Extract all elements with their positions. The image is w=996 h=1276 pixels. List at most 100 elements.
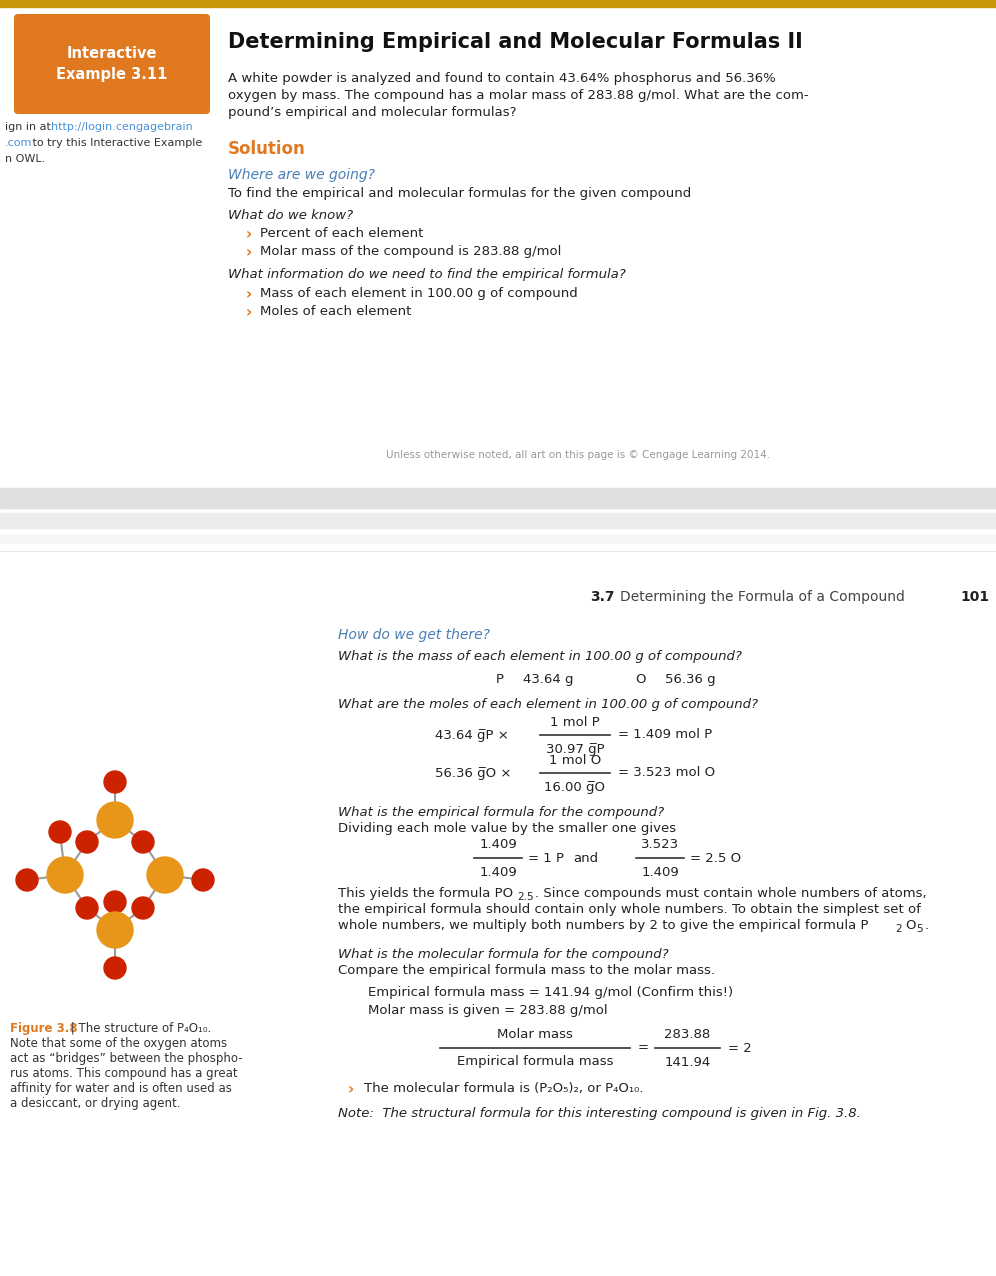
Circle shape <box>76 897 98 919</box>
Text: 1.409: 1.409 <box>479 865 517 878</box>
Text: 3.7: 3.7 <box>590 590 615 604</box>
Circle shape <box>47 857 83 893</box>
Text: ›: › <box>246 287 252 302</box>
Text: = 3.523 mol O: = 3.523 mol O <box>618 767 715 780</box>
Text: oxygen by mass. The compound has a molar mass of 283.88 g/mol. What are the com-: oxygen by mass. The compound has a molar… <box>228 89 809 102</box>
Text: Determining Empirical and Molecular Formulas II: Determining Empirical and Molecular Form… <box>228 32 803 52</box>
Text: This yields the formula PO: This yields the formula PO <box>338 887 513 900</box>
Text: 1 mol P: 1 mol P <box>550 716 600 729</box>
Text: 43.64 g̅P ×: 43.64 g̅P × <box>435 729 509 741</box>
Text: What is the mass of each element in 100.00 g of compound?: What is the mass of each element in 100.… <box>338 649 742 664</box>
Text: 1.409: 1.409 <box>479 837 517 851</box>
Text: and: and <box>573 851 599 865</box>
Text: Moles of each element: Moles of each element <box>260 305 411 318</box>
Text: 1.409: 1.409 <box>641 865 679 878</box>
Bar <box>0 535 996 544</box>
Circle shape <box>76 831 98 852</box>
Text: 1 mol O: 1 mol O <box>549 754 602 767</box>
Text: .com: .com <box>5 138 33 148</box>
Text: = 2.5 O: = 2.5 O <box>690 851 741 865</box>
Text: Molar mass is given = 283.88 g/mol: Molar mass is given = 283.88 g/mol <box>368 1004 608 1017</box>
Text: O: O <box>634 672 645 686</box>
Text: Percent of each element: Percent of each element <box>260 227 423 240</box>
Text: ›: › <box>246 245 252 260</box>
Text: Note:  The structural formula for this interesting compound is given in Fig. 3.8: Note: The structural formula for this in… <box>338 1108 861 1120</box>
Text: Unless otherwise noted, all art on this page is © Cengage Learning 2014.: Unless otherwise noted, all art on this … <box>385 450 770 461</box>
Text: 30.97 g̅P: 30.97 g̅P <box>546 743 605 755</box>
Text: Molar mass of the compound is 283.88 g/mol: Molar mass of the compound is 283.88 g/m… <box>260 245 562 258</box>
Text: | The structure of P₄O₁₀.: | The structure of P₄O₁₀. <box>67 1022 211 1035</box>
Circle shape <box>132 831 154 852</box>
Text: the empirical formula should contain only whole numbers. To obtain the simplest : the empirical formula should contain onl… <box>338 903 921 916</box>
Bar <box>0 0 996 6</box>
Text: = 1 P: = 1 P <box>528 851 564 865</box>
Text: act as “bridges” between the phospho-: act as “bridges” between the phospho- <box>10 1051 243 1065</box>
Circle shape <box>132 897 154 919</box>
Bar <box>0 513 996 528</box>
Text: 101: 101 <box>960 590 989 604</box>
Text: Mass of each element in 100.00 g of compound: Mass of each element in 100.00 g of comp… <box>260 287 578 300</box>
Text: To find the empirical and molecular formulas for the given compound: To find the empirical and molecular form… <box>228 188 691 200</box>
Text: O: O <box>905 919 915 931</box>
Text: Empirical formula mass: Empirical formula mass <box>457 1055 614 1068</box>
Text: 2.5: 2.5 <box>517 892 534 902</box>
Text: 141.94: 141.94 <box>664 1055 710 1068</box>
Text: The molecular formula is (P₂O₅)₂, or P₄O₁₀.: The molecular formula is (P₂O₅)₂, or P₄O… <box>364 1082 643 1095</box>
Text: http://login.cengagebrain: http://login.cengagebrain <box>51 122 193 131</box>
Text: Note that some of the oxygen atoms: Note that some of the oxygen atoms <box>10 1037 227 1050</box>
Text: 5: 5 <box>916 924 922 934</box>
Text: 56.36 g: 56.36 g <box>664 672 715 686</box>
Text: A white powder is analyzed and found to contain 43.64% phosphorus and 56.36%: A white powder is analyzed and found to … <box>228 71 776 85</box>
Circle shape <box>147 857 183 893</box>
Text: . Since compounds must contain whole numbers of atoms,: . Since compounds must contain whole num… <box>535 887 926 900</box>
Circle shape <box>49 820 71 843</box>
Text: Empirical formula mass = 141.94 g/mol (Confirm this!): Empirical formula mass = 141.94 g/mol (C… <box>368 986 733 999</box>
Text: ›: › <box>348 1082 355 1097</box>
Text: rus atoms. This compound has a great: rus atoms. This compound has a great <box>10 1067 238 1079</box>
Text: ›: › <box>246 305 252 320</box>
Text: = 1.409 mol P: = 1.409 mol P <box>618 729 712 741</box>
Bar <box>0 0 996 551</box>
Circle shape <box>104 957 126 979</box>
Text: = 2: = 2 <box>728 1041 752 1054</box>
Text: Interactive
Example 3.11: Interactive Example 3.11 <box>57 46 167 82</box>
Bar <box>0 487 996 508</box>
Text: Solution: Solution <box>228 140 306 158</box>
Text: =: = <box>638 1041 649 1054</box>
Text: Figure 3.8: Figure 3.8 <box>10 1022 78 1035</box>
Text: What information do we need to find the empirical formula?: What information do we need to find the … <box>228 268 625 281</box>
Text: 16.00 g̅O: 16.00 g̅O <box>545 781 606 794</box>
Text: whole numbers, we multiply both numbers by 2 to give the empirical formula P: whole numbers, we multiply both numbers … <box>338 919 869 931</box>
Text: What are the moles of each element in 100.00 g of compound?: What are the moles of each element in 10… <box>338 698 758 711</box>
Text: ign in at: ign in at <box>5 122 55 131</box>
Text: Dividing each mole value by the smaller one gives: Dividing each mole value by the smaller … <box>338 822 676 835</box>
Text: 3.523: 3.523 <box>641 837 679 851</box>
Circle shape <box>192 869 214 891</box>
Text: Compare the empirical formula mass to the molar mass.: Compare the empirical formula mass to th… <box>338 963 715 977</box>
Text: a desiccant, or drying agent.: a desiccant, or drying agent. <box>10 1097 180 1110</box>
Text: 43.64 g: 43.64 g <box>523 672 574 686</box>
Text: 283.88: 283.88 <box>664 1027 710 1040</box>
Text: Molar mass: Molar mass <box>497 1027 573 1040</box>
Circle shape <box>97 803 133 838</box>
Text: 56.36 g̅O ×: 56.36 g̅O × <box>435 767 512 780</box>
Text: pound’s empirical and molecular formulas?: pound’s empirical and molecular formulas… <box>228 106 517 119</box>
Text: affinity for water and is often used as: affinity for water and is often used as <box>10 1082 232 1095</box>
Text: ›: › <box>246 227 252 242</box>
Text: Where are we going?: Where are we going? <box>228 168 375 182</box>
Text: n OWL.: n OWL. <box>5 154 45 165</box>
Text: How do we get there?: How do we get there? <box>338 628 490 642</box>
Circle shape <box>97 912 133 948</box>
Text: P: P <box>496 672 504 686</box>
Text: 2: 2 <box>895 924 901 934</box>
Circle shape <box>104 771 126 792</box>
Text: What do we know?: What do we know? <box>228 209 354 222</box>
FancyBboxPatch shape <box>14 14 210 114</box>
Text: to try this Interactive Example: to try this Interactive Example <box>29 138 202 148</box>
Circle shape <box>104 891 126 914</box>
Text: What is the empirical formula for the compound?: What is the empirical formula for the co… <box>338 806 664 819</box>
Text: .: . <box>925 919 929 931</box>
Text: Determining the Formula of a Compound: Determining the Formula of a Compound <box>620 590 905 604</box>
Text: What is the molecular formula for the compound?: What is the molecular formula for the co… <box>338 948 668 961</box>
Circle shape <box>16 869 38 891</box>
